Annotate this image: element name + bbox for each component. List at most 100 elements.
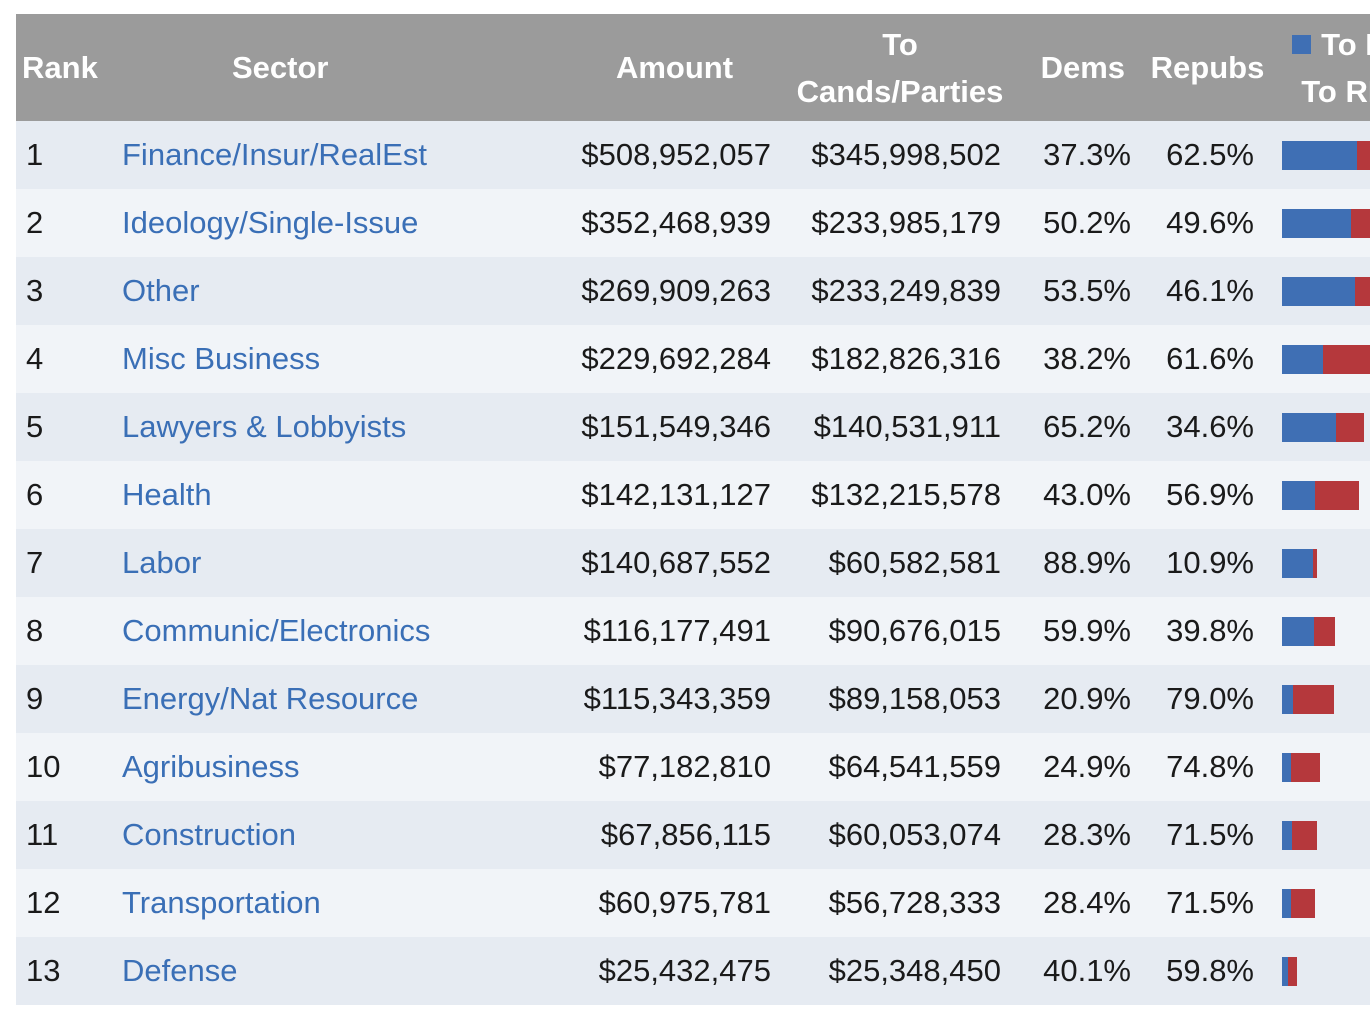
sector-link[interactable]: Energy/Nat Resource xyxy=(122,681,419,716)
to-cands-cell: $56,728,333 xyxy=(775,869,1013,937)
split-bar xyxy=(1282,617,1335,647)
sector-link[interactable]: Transportation xyxy=(122,885,321,920)
dems-pct-cell: 40.1% xyxy=(1013,937,1131,1005)
sector-cell: Ideology/Single-Issue xyxy=(120,189,574,257)
dems-pct-cell: 28.4% xyxy=(1013,869,1131,937)
sector-cell: Misc Business xyxy=(120,325,574,393)
split-bar xyxy=(1282,889,1315,919)
split-bar-cell xyxy=(1268,597,1370,665)
sector-link[interactable]: Defense xyxy=(122,953,238,988)
repubs-pct-cell: 61.6% xyxy=(1131,325,1268,393)
sector-link[interactable]: Construction xyxy=(122,817,297,852)
repubs-pct-cell: 71.5% xyxy=(1131,801,1268,869)
amount-header[interactable]: Amount xyxy=(574,14,775,121)
repubs-pct-cell: 10.9% xyxy=(1131,529,1268,597)
table-row: 1 Finance/Insur/RealEst $508,952,057 $345,9… xyxy=(16,121,1370,189)
split-bar xyxy=(1282,209,1370,239)
bar-dems-segment xyxy=(1282,957,1288,987)
legend-header: To DEMS To REPUBS xyxy=(1268,14,1370,121)
to-cands-cell: $140,531,911 xyxy=(775,393,1013,461)
rank-cell: 11 xyxy=(16,801,120,869)
dems-swatch-icon xyxy=(1292,34,1312,54)
bar-repubs-segment xyxy=(1313,549,1317,579)
sector-link[interactable]: Finance/Insur/RealEst xyxy=(122,137,427,172)
rank-cell: 12 xyxy=(16,869,120,937)
split-bar xyxy=(1282,141,1370,171)
to-cands-cell: $60,582,581 xyxy=(775,529,1013,597)
split-bar xyxy=(1282,821,1317,851)
split-bar xyxy=(1282,481,1359,511)
dems-pct-cell: 37.3% xyxy=(1013,121,1131,189)
amount-cell: $25,432,475 xyxy=(574,937,775,1005)
bar-dems-segment xyxy=(1282,277,1355,307)
table-row: 4 Misc Business $229,692,284 $182,826,316 38… xyxy=(16,325,1370,393)
dems-pct-cell: 20.9% xyxy=(1013,665,1131,733)
bar-repubs-segment xyxy=(1351,209,1370,239)
split-bar-cell xyxy=(1268,801,1370,869)
to-cands-cell: $60,053,074 xyxy=(775,801,1013,869)
bar-repubs-segment xyxy=(1288,957,1297,987)
to-cands-header[interactable]: To Cands/Parties xyxy=(775,14,1013,121)
repubs-header[interactable]: Repubs xyxy=(1131,14,1268,121)
split-bar-cell xyxy=(1268,733,1370,801)
legend-repubs-label: To REPUBS xyxy=(1301,73,1370,109)
bar-repubs-segment xyxy=(1291,753,1320,783)
bar-repubs-segment xyxy=(1314,617,1335,647)
sector-cell: Labor xyxy=(120,529,574,597)
bar-dems-segment xyxy=(1282,889,1291,919)
table-row: 2 Ideology/Single-Issue $352,468,939 $233,9… xyxy=(16,189,1370,257)
to-cands-cell: $345,998,502 xyxy=(775,121,1013,189)
table-row: 9 Energy/Nat Resource $115,343,359 $89,158,… xyxy=(16,665,1370,733)
bar-repubs-segment xyxy=(1357,141,1370,171)
repubs-pct-cell: 34.6% xyxy=(1131,393,1268,461)
sector-cell: Lawyers & Lobbyists xyxy=(120,393,574,461)
sector-link[interactable]: Other xyxy=(122,273,200,308)
repubs-pct-cell: 39.8% xyxy=(1131,597,1268,665)
amount-cell: $269,909,263 xyxy=(574,257,775,325)
bar-repubs-segment xyxy=(1323,345,1370,375)
bar-repubs-segment xyxy=(1355,277,1370,307)
repubs-pct-cell: 49.6% xyxy=(1131,189,1268,257)
repubs-pct-cell: 62.5% xyxy=(1131,121,1268,189)
table-row: 5 Lawyers & Lobbyists $151,549,346 $140,531… xyxy=(16,393,1370,461)
sector-cell: Finance/Insur/RealEst xyxy=(120,121,574,189)
sector-link[interactable]: Misc Business xyxy=(122,341,321,376)
bar-dems-segment xyxy=(1282,345,1323,375)
sector-link[interactable]: Agribusiness xyxy=(122,749,300,784)
sector-link[interactable]: Labor xyxy=(122,545,202,580)
table-row: 13 Defense $25,432,475 $25,348,450 40.1% 59.8… xyxy=(16,937,1370,1005)
sector-link[interactable]: Lawyers & Lobbyists xyxy=(122,409,407,444)
sector-link[interactable]: Ideology/Single-Issue xyxy=(122,205,419,240)
split-bar-cell xyxy=(1268,665,1370,733)
split-bar xyxy=(1282,549,1317,579)
table-row: 10 Agribusiness $77,182,810 $64,541,559 24.9… xyxy=(16,733,1370,801)
dems-pct-cell: 88.9% xyxy=(1013,529,1131,597)
amount-cell: $151,549,346 xyxy=(574,393,775,461)
table-header-row: Rank Sector Amount To Cands/Parties Dems… xyxy=(16,14,1370,121)
bar-repubs-segment xyxy=(1291,889,1315,919)
sector-link[interactable]: Communic/Electronics xyxy=(122,613,431,648)
to-cands-header-line1: To xyxy=(882,26,918,62)
split-bar xyxy=(1282,345,1370,375)
dems-pct-cell: 28.3% xyxy=(1013,801,1131,869)
table-row: 6 Health $142,131,127 $132,215,578 43.0% 56.9… xyxy=(16,461,1370,529)
sector-link[interactable]: Health xyxy=(122,477,212,512)
rank-cell: 9 xyxy=(16,665,120,733)
split-bar-cell xyxy=(1268,325,1370,393)
bar-dems-segment xyxy=(1282,549,1313,579)
rank-cell: 7 xyxy=(16,529,120,597)
sector-cell: Other xyxy=(120,257,574,325)
sector-header[interactable]: Sector xyxy=(120,14,574,121)
to-cands-cell: $233,249,839 xyxy=(775,257,1013,325)
bar-dems-segment xyxy=(1282,413,1336,443)
dems-pct-cell: 50.2% xyxy=(1013,189,1131,257)
table-row: 12 Transportation $60,975,781 $56,728,333 28… xyxy=(16,869,1370,937)
rank-header[interactable]: Rank xyxy=(16,14,120,121)
amount-cell: $142,131,127 xyxy=(574,461,775,529)
to-cands-cell: $233,985,179 xyxy=(775,189,1013,257)
dems-header[interactable]: Dems xyxy=(1013,14,1131,121)
sector-cell: Transportation xyxy=(120,869,574,937)
to-cands-cell: $89,158,053 xyxy=(775,665,1013,733)
to-cands-cell: $182,826,316 xyxy=(775,325,1013,393)
bar-dems-segment xyxy=(1282,821,1292,851)
